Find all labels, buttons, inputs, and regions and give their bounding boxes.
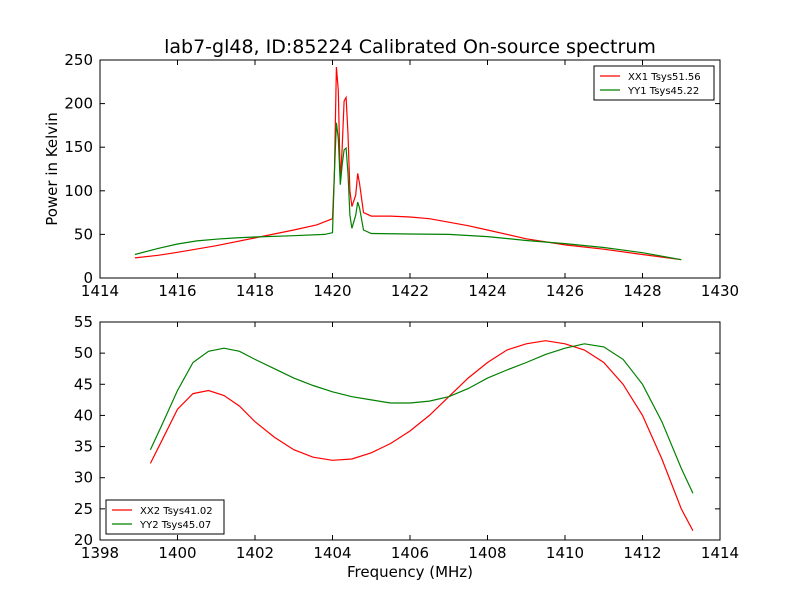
bottom-legend-label-2: YY2 Tsys45.07: [139, 520, 211, 531]
bottom-ytick-label: 25: [74, 500, 93, 518]
top-ytick-label: 250: [64, 51, 93, 69]
bottom-xtick-label: 1408: [468, 544, 506, 562]
bottom-series-line-2: [149, 343, 694, 494]
bottom-xtick-label: 1402: [236, 544, 274, 562]
bottom-ytick-label: 55: [74, 313, 93, 331]
top-xtick-label: 1422: [391, 282, 429, 300]
bottom-xtick-label: 1404: [313, 544, 351, 562]
bottom-legend-label-1: XX2 Tsys41.02: [140, 506, 213, 517]
top-ytick-label: 100: [64, 182, 93, 200]
bottom-ytick-label: 45: [74, 375, 93, 393]
top-ytick-label: 50: [74, 225, 93, 243]
top-xtick-label: 1430: [701, 282, 739, 300]
bottom-xtick-label: 1414: [701, 544, 739, 562]
bottom-xtick-label: 1406: [391, 544, 429, 562]
top-xtick-label: 1416: [158, 282, 196, 300]
legend-top: XX1 Tsys51.56 YY1 Tsys45.22: [593, 65, 715, 101]
chart-top: Power in Kelvin 1414 1416 1418 1420 1422 1424…: [43, 51, 739, 300]
bottom-legend-box: [105, 499, 225, 535]
top-xtick-label: 1420: [313, 282, 351, 300]
bottom-ytick-label: 20: [74, 531, 93, 549]
ylabel-top: Power in Kelvin: [43, 112, 61, 226]
bottom-ytick-label: 50: [74, 344, 93, 362]
top-legend-box: [593, 65, 715, 101]
top-xtick-label: 1424: [468, 282, 506, 300]
bottom-ytick-label: 30: [74, 469, 93, 487]
top-legend-label-2: YY1 Tsys45.22: [627, 86, 699, 97]
bottom-xtick-label: 1410: [546, 544, 584, 562]
bottom-ytick-label: 40: [74, 406, 93, 424]
top-xtick-label: 1414: [81, 282, 119, 300]
figure-title: lab7-gl48, ID:85224 Calibrated On-source…: [164, 36, 656, 58]
top-series-line-1: [134, 66, 682, 261]
chart-bottom: Frequency (MHz) 1398 1400 1402 1404 1406 1408…: [74, 313, 739, 581]
bottom-xtick-label: 1400: [158, 544, 196, 562]
bottom-xtick-label: 1412: [623, 544, 661, 562]
top-ytick-label: 150: [64, 138, 93, 156]
bottom-series-line-1: [149, 340, 694, 531]
xlabel-bottom: Frequency (MHz): [347, 563, 473, 581]
top-ytick-label: 0: [83, 269, 93, 287]
legend-bottom: XX2 Tsys41.02 YY2 Tsys45.07: [105, 499, 225, 535]
top-xtick-label: 1428: [623, 282, 661, 300]
bottom-xtick-label: 1398: [81, 544, 119, 562]
top-ytick-label: 200: [64, 95, 93, 113]
top-xtick-label: 1418: [236, 282, 274, 300]
top-series-line-2: [134, 122, 682, 261]
bottom-ytick-label: 35: [74, 438, 93, 456]
top-xtick-label: 1426: [546, 282, 584, 300]
top-legend-label-1: XX1 Tsys51.56: [628, 72, 701, 83]
